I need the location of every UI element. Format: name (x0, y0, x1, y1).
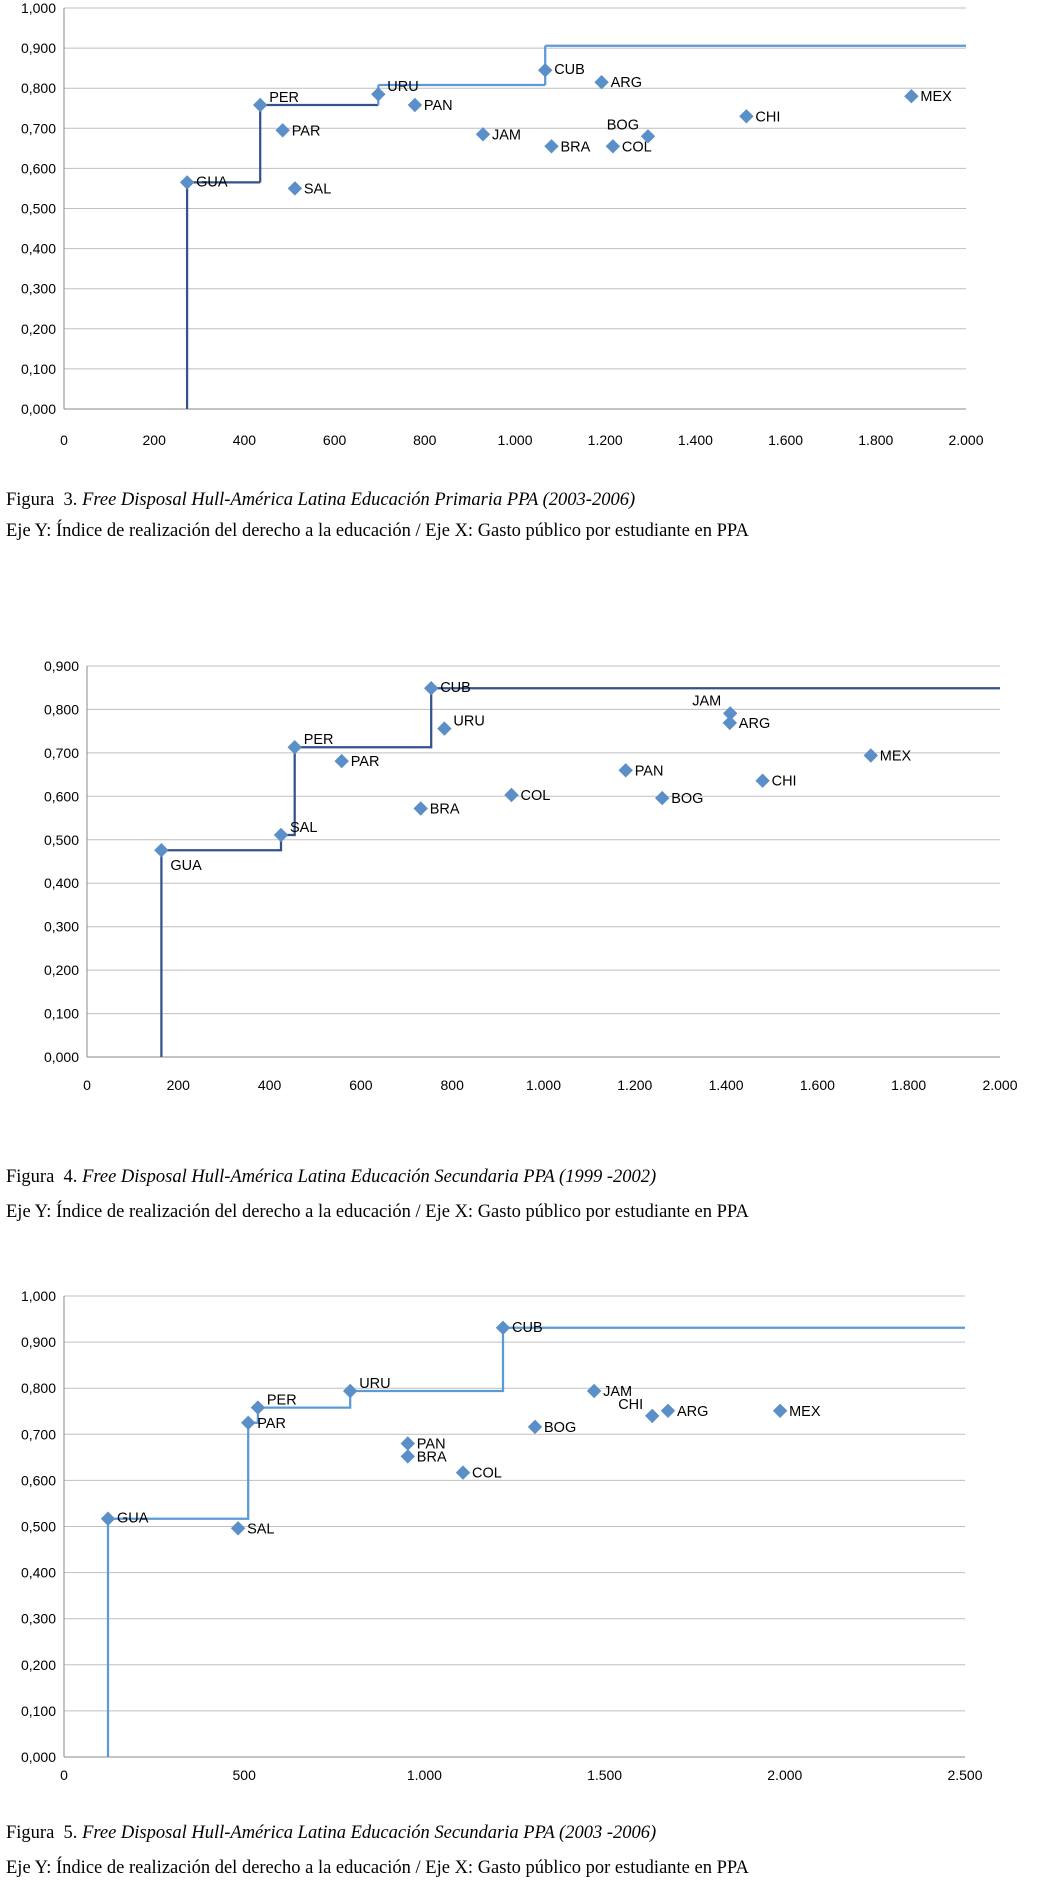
svg-text:0: 0 (60, 1767, 68, 1783)
svg-text:CHI: CHI (755, 109, 780, 125)
svg-text:0,200: 0,200 (21, 321, 56, 337)
svg-text:0,800: 0,800 (21, 80, 56, 96)
svg-text:0,400: 0,400 (21, 241, 56, 257)
svg-text:1.600: 1.600 (800, 1077, 835, 1093)
svg-text:SAL: SAL (290, 820, 317, 836)
svg-text:COL: COL (472, 1466, 502, 1482)
svg-text:URU: URU (453, 714, 484, 730)
svg-text:ARG: ARG (739, 716, 770, 732)
svg-text:BRA: BRA (561, 139, 591, 155)
svg-text:200: 200 (167, 1077, 191, 1093)
svg-text:0,400: 0,400 (44, 875, 79, 891)
svg-text:0,100: 0,100 (21, 1703, 56, 1719)
svg-text:PER: PER (304, 732, 334, 748)
svg-text:1,000: 1,000 (21, 1288, 56, 1304)
svg-text:CHI: CHI (772, 774, 797, 790)
svg-text:SAL: SAL (247, 1521, 274, 1537)
svg-text:0,600: 0,600 (44, 788, 79, 804)
svg-text:0,800: 0,800 (44, 701, 79, 717)
svg-text:0,300: 0,300 (21, 1611, 56, 1627)
svg-text:800: 800 (413, 432, 437, 448)
svg-text:PAN: PAN (424, 98, 453, 114)
svg-text:400: 400 (258, 1077, 282, 1093)
svg-text:0,900: 0,900 (21, 1334, 56, 1350)
svg-text:2.500: 2.500 (947, 1767, 982, 1783)
svg-text:0,900: 0,900 (21, 40, 56, 56)
svg-text:0,000: 0,000 (21, 1749, 56, 1765)
svg-text:1.400: 1.400 (709, 1077, 744, 1093)
svg-text:2.000: 2.000 (982, 1077, 1017, 1093)
svg-text:0,900: 0,900 (44, 658, 79, 674)
svg-text:BRA: BRA (417, 1449, 447, 1465)
svg-text:1.200: 1.200 (617, 1077, 652, 1093)
svg-text:1.800: 1.800 (891, 1077, 926, 1093)
svg-text:GUA: GUA (170, 858, 202, 874)
svg-text:600: 600 (323, 432, 347, 448)
svg-text:0,700: 0,700 (44, 745, 79, 761)
svg-text:1.200: 1.200 (588, 432, 623, 448)
svg-text:CUB: CUB (512, 1320, 543, 1336)
svg-text:0,700: 0,700 (21, 1426, 56, 1442)
svg-text:JAM: JAM (492, 127, 521, 143)
svg-text:SAL: SAL (304, 181, 331, 197)
svg-text:ARG: ARG (611, 75, 642, 91)
svg-text:0,300: 0,300 (21, 281, 56, 297)
svg-text:600: 600 (349, 1077, 373, 1093)
svg-text:0,000: 0,000 (21, 401, 56, 417)
svg-text:0,500: 0,500 (44, 832, 79, 848)
svg-text:PER: PER (267, 1393, 297, 1409)
svg-text:CHI: CHI (618, 1397, 643, 1413)
svg-text:MEX: MEX (880, 749, 912, 765)
svg-text:0: 0 (60, 432, 68, 448)
svg-text:0,100: 0,100 (21, 361, 56, 377)
svg-text:URU: URU (387, 79, 418, 95)
svg-text:PAN: PAN (635, 763, 664, 779)
svg-text:BOG: BOG (671, 791, 703, 807)
svg-text:GUA: GUA (117, 1511, 149, 1527)
svg-text:2.000: 2.000 (948, 432, 983, 448)
svg-text:0: 0 (83, 1077, 91, 1093)
svg-text:0,400: 0,400 (21, 1565, 56, 1581)
svg-text:CUB: CUB (554, 62, 585, 78)
svg-text:0,000: 0,000 (44, 1049, 79, 1065)
svg-text:PAR: PAR (351, 754, 380, 770)
svg-text:0,800: 0,800 (21, 1380, 56, 1396)
svg-text:0,300: 0,300 (44, 919, 79, 935)
svg-text:1.500: 1.500 (587, 1767, 622, 1783)
svg-text:0,500: 0,500 (21, 1519, 56, 1535)
svg-text:1.600: 1.600 (768, 432, 803, 448)
svg-text:COL: COL (521, 788, 551, 804)
svg-text:URU: URU (359, 1376, 390, 1392)
svg-text:1,000: 1,000 (21, 0, 56, 16)
svg-text:1.000: 1.000 (407, 1767, 442, 1783)
svg-text:0,200: 0,200 (44, 962, 79, 978)
svg-text:PER: PER (269, 90, 299, 106)
svg-text:1.000: 1.000 (526, 1077, 561, 1093)
svg-text:0,200: 0,200 (21, 1657, 56, 1673)
svg-text:0,600: 0,600 (21, 1472, 56, 1488)
svg-text:PAR: PAR (257, 1416, 286, 1432)
svg-text:BOG: BOG (607, 117, 639, 133)
svg-text:GUA: GUA (196, 174, 228, 190)
svg-text:MEX: MEX (920, 89, 952, 105)
svg-text:400: 400 (233, 432, 257, 448)
svg-text:2.000: 2.000 (767, 1767, 802, 1783)
svg-text:PAR: PAR (292, 123, 321, 139)
svg-text:BOG: BOG (544, 1420, 576, 1436)
svg-text:500: 500 (233, 1767, 257, 1783)
svg-text:0,500: 0,500 (21, 201, 56, 217)
svg-text:200: 200 (143, 432, 167, 448)
svg-text:800: 800 (441, 1077, 465, 1093)
svg-text:1.400: 1.400 (678, 432, 713, 448)
svg-text:0,700: 0,700 (21, 120, 56, 136)
svg-text:0,100: 0,100 (44, 1006, 79, 1022)
svg-text:0,600: 0,600 (21, 160, 56, 176)
svg-text:1.800: 1.800 (858, 432, 893, 448)
svg-text:MEX: MEX (789, 1404, 821, 1420)
svg-text:CUB: CUB (440, 680, 471, 696)
svg-text:JAM: JAM (692, 693, 721, 709)
svg-text:BRA: BRA (430, 802, 460, 818)
svg-text:ARG: ARG (677, 1404, 708, 1420)
svg-text:1.000: 1.000 (497, 432, 532, 448)
